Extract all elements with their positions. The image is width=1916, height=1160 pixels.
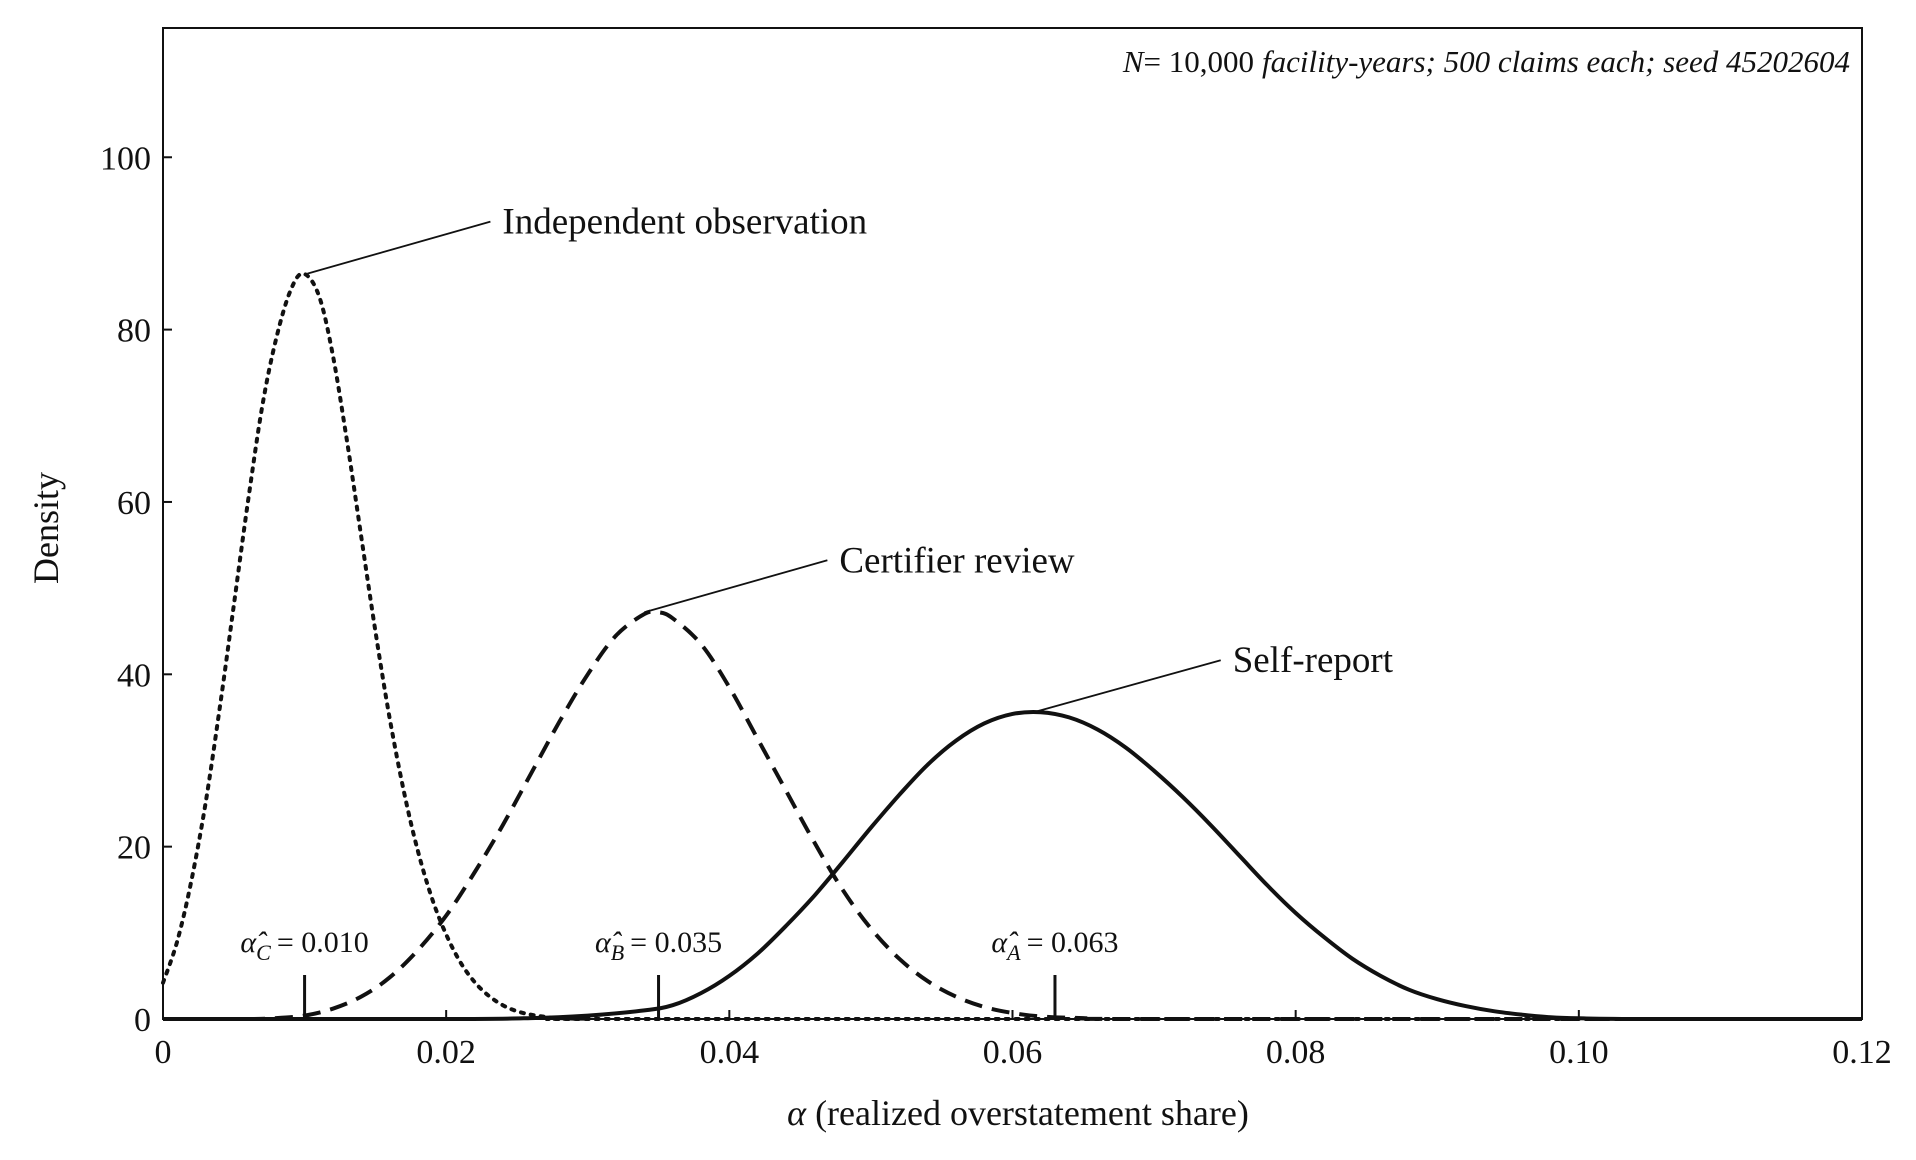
y-tick-label: 100: [100, 140, 151, 177]
estimate-label: α̂B = 0.035: [595, 926, 722, 965]
y-tick-label: 60: [117, 485, 151, 522]
estimate-markers: α̂C = 0.010 α̂B = 0.035 α̂A = 0.063: [240, 926, 1119, 1019]
x-tick-label: 0: [155, 1034, 172, 1071]
simulation-note: N= 10,000 facility-years; 500 claims each…: [1122, 44, 1850, 79]
estimate-subscript: C: [256, 940, 271, 965]
note-n-label: N: [1122, 44, 1146, 79]
callout-label: Certifier review: [839, 540, 1075, 581]
estimate-subscript: A: [1005, 940, 1021, 965]
plot-frame: [162, 27, 1863, 1020]
estimate-label: α̂A = 0.063: [991, 926, 1118, 965]
series-line-certifier-review: [162, 609, 1863, 1022]
note-rest: facility-years; 500 claims each; seed 45…: [1262, 44, 1850, 79]
x-axis-title: α (realized overstatement share): [787, 1093, 1249, 1133]
callouts: Independent observation Certifier review S…: [307, 202, 1394, 714]
x-axis-title-symbol: α: [787, 1093, 807, 1133]
y-tick-label: 0: [134, 1002, 151, 1039]
y-axis: 0 20 40 60 80 100: [100, 140, 172, 1039]
x-tick-label: 0.12: [1832, 1034, 1892, 1071]
y-tick-label: 40: [117, 657, 151, 694]
estimate-label: α̂C = 0.010: [240, 926, 368, 965]
callout-leader: [1033, 659, 1221, 714]
x-tick-label: 0.08: [1266, 1034, 1326, 1071]
y-tick-label: 20: [117, 830, 151, 867]
callout-label: Independent observation: [502, 202, 867, 243]
series-curves: [161, 271, 1864, 1022]
x-tick-label: 0.10: [1549, 1034, 1609, 1071]
x-axis: 0 0.02 0.04 0.06 0.08 0.10 0.12: [155, 1010, 1892, 1071]
series-line-independent-observation: [161, 271, 1864, 1022]
callout-leader: [307, 220, 491, 275]
y-tick-label: 80: [117, 313, 151, 350]
y-axis-title: Density: [26, 472, 66, 584]
callout-label: Self-report: [1233, 640, 1394, 681]
callout-leader: [644, 559, 828, 614]
estimate-value: = 0.063: [1027, 926, 1119, 959]
estimate-value: = 0.010: [277, 926, 369, 959]
estimate-value: = 0.035: [630, 926, 722, 959]
estimate-subscript: B: [611, 940, 624, 965]
x-tick-label: 0.06: [983, 1034, 1043, 1071]
x-tick-label: 0.04: [700, 1034, 760, 1071]
x-axis-title-rest: (realized overstatement share): [806, 1093, 1249, 1133]
note-n-value: = 10,000: [1144, 44, 1254, 79]
series-line-self-report: [162, 709, 1863, 1022]
x-tick-label: 0.02: [416, 1034, 476, 1071]
